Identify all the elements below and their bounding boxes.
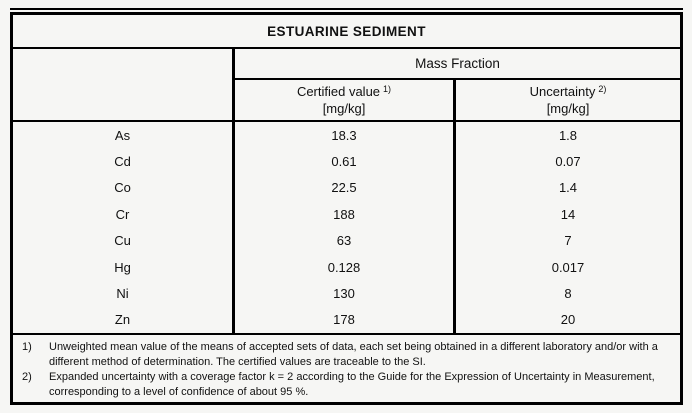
- uncertainty-value: 7: [453, 227, 680, 254]
- uncertainty-value: 0.07: [453, 148, 680, 175]
- uncertainty-value: 20: [453, 306, 680, 334]
- certified-value: 188: [232, 201, 453, 228]
- certificate-table: ESTUARINE SEDIMENT Mass Fraction Certifi…: [10, 12, 683, 405]
- footnote-marker: 2): [22, 371, 32, 384]
- uncertainty-value: 14: [453, 201, 680, 228]
- group-header-mass-fraction: Mass Fraction: [232, 49, 680, 80]
- footnote: 1) Unweighted mean value of the means of…: [22, 340, 672, 369]
- element-symbol: Cu: [114, 233, 131, 249]
- certified-value: 63: [232, 227, 453, 254]
- uncertainty-value: 1.8: [453, 122, 680, 149]
- table-header: Mass Fraction Certified value 1) [mg/kg] …: [13, 49, 680, 120]
- table-outer-border: ESTUARINE SEDIMENT Mass Fraction Certifi…: [10, 8, 683, 405]
- column-unit: [mg/kg]: [546, 100, 590, 116]
- column-header-uncertainty: Uncertainty 2) [mg/kg]: [453, 80, 680, 120]
- certified-value: 18.3: [232, 122, 453, 149]
- data-rows: As 18.3 1.8 Cd 0.61 0.07 Co 22.5 1.4 Cr …: [13, 120, 680, 336]
- element-symbol: As: [114, 127, 131, 143]
- column-label: Certified value 1): [296, 83, 392, 99]
- footnote-marker: 1): [22, 341, 32, 354]
- footnote: 2) Expanded uncertainty with a coverage …: [22, 370, 672, 399]
- table-title: ESTUARINE SEDIMENT: [13, 15, 680, 49]
- uncertainty-value: 0.017: [453, 253, 680, 281]
- element-symbol: Ni: [116, 286, 129, 302]
- footnotes-section: 1) Unweighted mean value of the means of…: [13, 335, 680, 402]
- uncertainty-value: 8: [453, 280, 680, 307]
- element-symbol: Co: [114, 180, 131, 196]
- certified-value: 130: [232, 280, 453, 307]
- footnote-text: Expanded uncertainty with a coverage fac…: [49, 371, 655, 398]
- uncertainty-value: 1.4: [453, 174, 680, 202]
- column-header-certified-value: Certified value 1) [mg/kg]: [232, 80, 453, 120]
- element-symbol: Cd: [114, 154, 131, 170]
- element-symbol: Cr: [115, 206, 130, 222]
- element-symbol: Zn: [114, 312, 131, 328]
- column-unit: [mg/kg]: [322, 100, 366, 116]
- footnote-ref-1: 1): [383, 83, 392, 94]
- footnote-text: Unweighted mean value of the means of ac…: [49, 341, 658, 368]
- certified-value: 178: [232, 306, 453, 334]
- corner-cell: [13, 49, 232, 120]
- certified-value: 22.5: [232, 174, 453, 202]
- footnote-ref-2: 2): [598, 83, 607, 94]
- certified-value: 0.128: [232, 253, 453, 281]
- column-label: Uncertainty 2): [529, 83, 607, 99]
- element-symbol: Hg: [114, 259, 131, 275]
- certified-value: 0.61: [232, 148, 453, 175]
